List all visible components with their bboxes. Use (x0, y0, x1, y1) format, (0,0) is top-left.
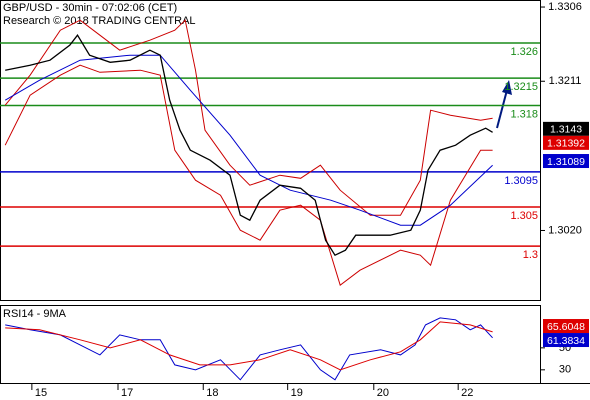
chart-title: GBP/USD - 30min - 07:02:06 (CET) (3, 2, 177, 14)
level-label: 1.318 (510, 108, 538, 120)
price-label: 1.31089 (547, 156, 585, 168)
y-tick-label: 1.3306 (548, 1, 582, 13)
level-label: 1.3095 (504, 175, 538, 187)
arrow-shaft (496, 89, 508, 129)
rsi-title: RSI14 - 9MA (3, 308, 67, 320)
x-tick-label: 15 (35, 387, 47, 399)
series-line (5, 321, 493, 371)
x-tick-label: 20 (377, 387, 389, 399)
x-tick-label: 17 (121, 387, 133, 399)
price-panel-frame (0, 0, 541, 301)
price-label-box (543, 121, 589, 136)
y-tick-label: 30 (559, 364, 571, 376)
series-line (4, 64, 493, 287)
chart-subtitle: Research © 2018 TRADING CENTRAL (3, 15, 196, 27)
price-label: 61.3834 (547, 335, 585, 347)
level-label: 1.3215 (504, 81, 538, 93)
series-line (5, 317, 493, 381)
price-label-box (543, 135, 589, 150)
price-label: 1.3143 (550, 124, 582, 136)
price-label-box (543, 154, 589, 169)
price-label: 65.6048 (547, 321, 585, 333)
series-line (5, 34, 493, 257)
level-label: 1.3 (523, 249, 538, 261)
arrow-head (502, 80, 512, 95)
level-label: 1.326 (510, 46, 538, 58)
series-line (4, 19, 493, 216)
y-tick-label: 1.3211 (549, 75, 582, 87)
price-label-box (543, 333, 589, 348)
price-label: 1.31392 (547, 138, 585, 150)
y-tick-label: 1.3020 (548, 224, 582, 236)
level-label: 1.305 (510, 210, 538, 222)
x-tick-label: 19 (291, 387, 303, 399)
price-label-box (543, 319, 589, 334)
x-tick-label: 22 (461, 387, 473, 399)
x-tick-label: 18 (206, 387, 218, 399)
